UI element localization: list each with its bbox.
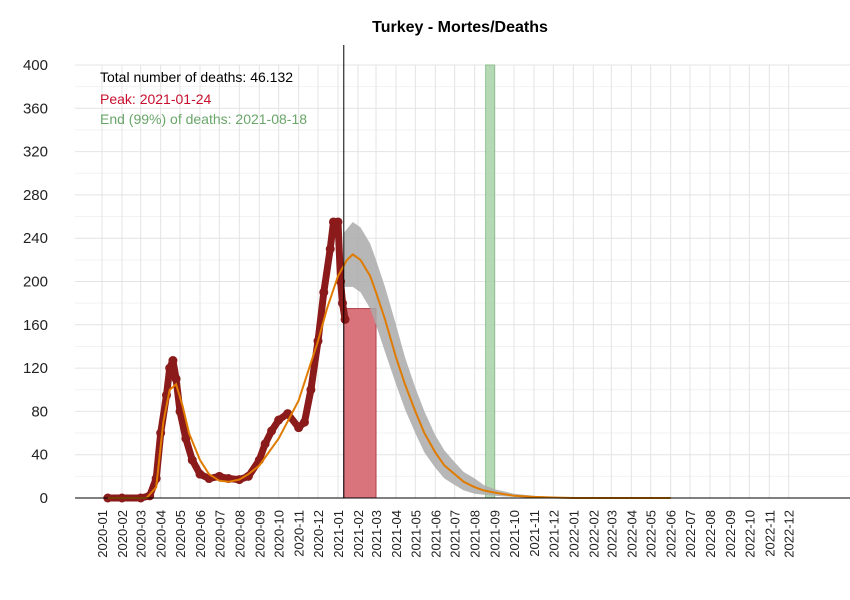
x-tick-label: 2020-05 [173, 510, 188, 558]
chart-title: Turkey - Mortes/Deaths [372, 19, 548, 36]
x-tick-label: 2021-07 [448, 510, 463, 558]
x-tick-label: 2022-09 [723, 510, 738, 558]
observed-point [267, 426, 277, 436]
observed-point [195, 469, 205, 479]
observed-point [319, 287, 329, 297]
confidence-band [343, 222, 554, 498]
grid [75, 64, 850, 499]
x-tick-label: 2021-02 [351, 510, 366, 558]
x-tick-label: 2021-04 [389, 510, 404, 558]
observed-point [325, 244, 335, 254]
y-tick-label: 280 [23, 187, 48, 204]
x-tick-label: 2020-09 [252, 510, 267, 558]
end-window-bar [485, 64, 496, 499]
x-tick-label: 2022-11 [762, 510, 777, 557]
observed-point [337, 298, 347, 308]
x-tick-label: 2020-11 [292, 510, 307, 557]
observed-point [187, 455, 197, 465]
y-tick-label: 120 [23, 360, 48, 377]
x-tick-label: 2020-06 [193, 510, 208, 558]
x-tick-label: 2022-08 [703, 510, 718, 558]
end-annotation: End (99%) of deaths: 2021-08-18 [100, 111, 307, 127]
x-tick-label: 2022-04 [624, 510, 639, 558]
x-tick-label: 2021-03 [369, 510, 384, 558]
x-tick-label: 2020-04 [154, 510, 169, 558]
fit-line [107, 253, 671, 499]
observed-point [294, 423, 304, 433]
y-tick-label: 400 [23, 57, 48, 74]
y-tick-label: 240 [23, 230, 48, 247]
x-tick-label: 2021-08 [468, 510, 483, 558]
x-tick-label: 2022-05 [644, 510, 659, 558]
observed-point [306, 385, 316, 395]
x-tick-label: 2022-01 [566, 510, 581, 558]
y-tick-label: 80 [31, 403, 48, 420]
peak-annotation: Peak: 2021-01-24 [100, 91, 212, 107]
x-tick-label: 2021-06 [428, 510, 443, 558]
x-tick-label: 2020-01 [95, 510, 110, 558]
x-tick-label: 2021-01 [331, 510, 346, 558]
x-tick-label: 2021-05 [408, 510, 423, 558]
x-tick-label: 2020-07 [212, 510, 227, 558]
observed-point [168, 356, 178, 366]
observed-point [340, 314, 350, 324]
observed-point [181, 433, 191, 443]
y-tick-label: 320 [23, 144, 48, 161]
observed-point [171, 374, 181, 384]
observed-point [175, 406, 185, 416]
x-tick-label: 2022-02 [586, 510, 601, 558]
band-area [343, 222, 554, 498]
x-tick-label: 2020-03 [134, 510, 149, 558]
axes [75, 45, 850, 499]
x-axis-ticks: 2020-01 2020-02 2020-03 2020-04 2020-05 2020-… [95, 510, 797, 558]
total-deaths-annotation: Total number of deaths: 46.132 [100, 69, 293, 85]
peak-window-bar [343, 308, 377, 499]
x-tick-label: 2021-11 [527, 510, 542, 557]
observed-point [260, 439, 270, 449]
y-tick-label: 360 [23, 100, 48, 117]
x-tick-label: 2020-10 [272, 510, 287, 558]
y-tick-label: 160 [23, 317, 48, 334]
y-tick-label: 40 [31, 447, 48, 464]
y-tick-label: 200 [23, 274, 48, 291]
observed-point [165, 363, 175, 373]
x-tick-label: 2020-02 [115, 510, 130, 558]
x-tick-label: 2022-07 [683, 510, 698, 558]
observed-point [333, 217, 343, 227]
observed-point [156, 428, 166, 438]
observed-point [243, 471, 253, 481]
observed-point [274, 415, 284, 425]
y-axis-ticks: 0 40 80 120 160 200 240 280 320 360 400 [23, 57, 48, 507]
x-tick-label: 2020-12 [311, 510, 326, 558]
x-tick-label: 2022-03 [604, 510, 619, 558]
x-tick-label: 2021-09 [488, 510, 503, 558]
x-tick-label: 2021-10 [507, 510, 522, 558]
x-tick-label: 2021-12 [546, 510, 561, 558]
observed-point [336, 277, 346, 286]
x-tick-label: 2022-10 [742, 510, 757, 558]
x-tick-label: 2022-12 [782, 510, 797, 558]
observed-point [299, 417, 309, 427]
y-tick-label: 0 [40, 490, 48, 507]
x-tick-label: 2020-08 [232, 510, 247, 558]
fit-series [107, 253, 671, 499]
highlight-bars [343, 64, 496, 499]
x-tick-label: 2022-06 [664, 510, 679, 558]
